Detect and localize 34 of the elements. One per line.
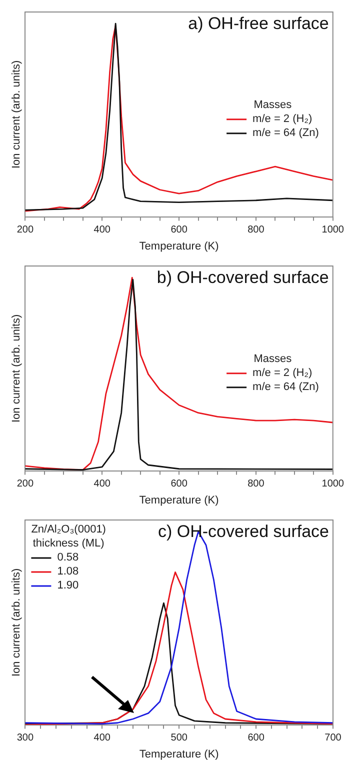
x-tick-label: 800	[248, 478, 265, 490]
y-axis-title: Ion current (arb. units)	[10, 60, 23, 169]
x-tick-label: 200	[16, 478, 34, 490]
legend-label: m/e = 64 (Zn)	[252, 126, 319, 139]
x-tick-label: 700	[324, 732, 342, 744]
x-tick-label: 400	[94, 478, 111, 490]
x-tick-label: 1000	[322, 224, 344, 236]
x-tick-label: 800	[248, 224, 265, 236]
chart-title: a) OH-free surface	[188, 14, 329, 34]
legend-label: 1.08	[57, 566, 79, 578]
x-axis-title: Temperature (K)	[139, 748, 219, 760]
chart-title: c) OH-covered surface	[158, 522, 329, 542]
x-tick-label: 600	[170, 478, 188, 490]
x-tick-label: 300	[16, 732, 34, 744]
legend-title: Masses	[254, 98, 292, 111]
x-tick-label: 400	[94, 224, 111, 236]
chart-title: b) OH-covered surface	[156, 268, 329, 288]
x-tick-label: 1000	[322, 478, 344, 490]
legend-label: m/e = 2 (H₂)	[252, 366, 312, 379]
legend-label: m/e = 64 (Zn)	[252, 380, 319, 393]
legend-label: 1.90	[57, 580, 79, 592]
legend-label: m/e = 2 (H₂)	[252, 112, 312, 125]
x-tick-label: 600	[248, 732, 265, 744]
x-axis-title: Temperature (K)	[139, 240, 219, 252]
x-tick-label: 400	[94, 732, 111, 744]
y-axis-title: Ion current (arb. units)	[10, 314, 23, 423]
y-axis-title: Ion current (arb. units)	[10, 568, 23, 677]
legend-title: Masses	[254, 352, 292, 365]
x-tick-label: 500	[170, 732, 188, 744]
x-axis-title: Temperature (K)	[139, 494, 219, 506]
legend-label: 0.58	[57, 552, 79, 564]
x-tick-label: 200	[16, 224, 34, 236]
legend-title: Zn/Al₂O₃(0001) thickness (ML)	[31, 524, 106, 550]
x-tick-label: 600	[170, 224, 188, 236]
